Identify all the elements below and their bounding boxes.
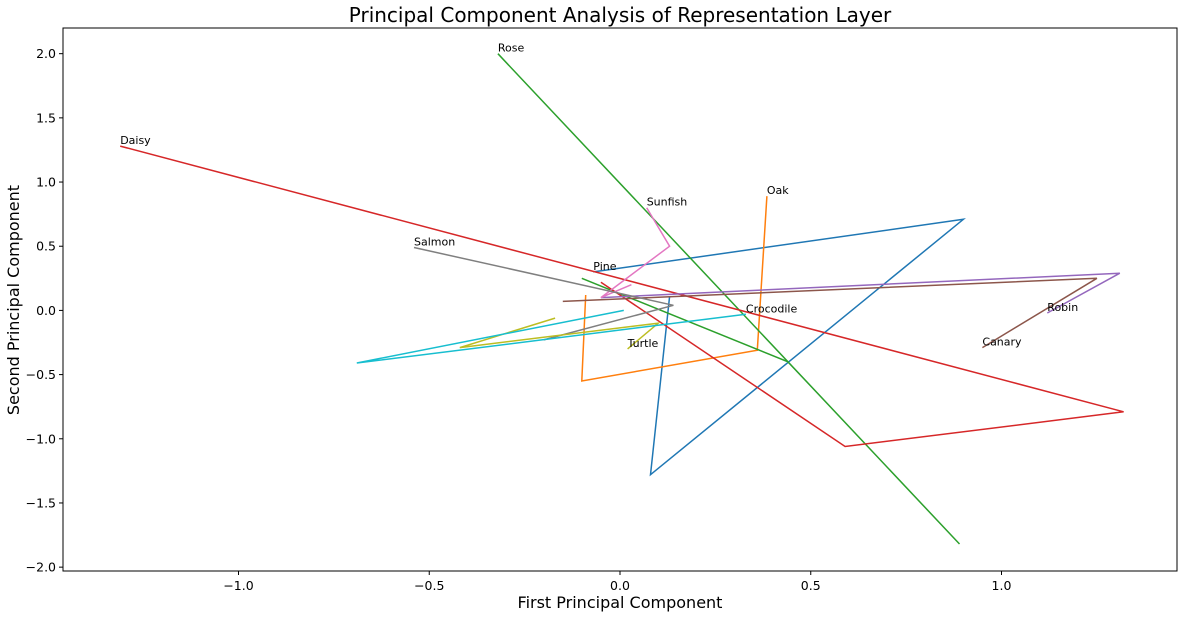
point-label-robin: Robin — [1047, 301, 1078, 314]
y-tick-label: −2.0 — [26, 560, 56, 575]
y-tick-label: −1.5 — [26, 495, 56, 510]
x-tick-label: −0.5 — [414, 578, 444, 593]
series-line-canary — [562, 277, 1098, 349]
series-line-oak — [581, 196, 768, 382]
y-tick-label: 1.0 — [36, 175, 56, 190]
point-label-rose: Rose — [498, 42, 525, 55]
point-label-oak: Oak — [767, 184, 789, 197]
point-label-salmon: Salmon — [414, 236, 455, 249]
y-tick-label: 0.0 — [36, 303, 56, 318]
series-lines — [120, 53, 1124, 545]
series-line-rose — [497, 53, 961, 545]
point-label-turtle: Turtle — [627, 337, 659, 350]
point-labels: Pine Oak Rose Daisy Robin Canary Sunfish Salmon… — [120, 42, 1078, 350]
x-tick-label: 0.0 — [610, 578, 630, 593]
x-tick-label: 0.5 — [801, 578, 821, 593]
y-tick-label: 2.0 — [36, 46, 56, 61]
x-tick-label: 1.0 — [992, 578, 1012, 593]
chart-title: Principal Component Analysis of Represen… — [349, 3, 892, 27]
series-line-crocodile — [356, 309, 746, 364]
point-label-sunfish: Sunfish — [647, 196, 688, 209]
x-tick-label: −1.0 — [223, 578, 253, 593]
y-tick-label: 0.5 — [36, 239, 56, 254]
y-axis-label: Second Principal Component — [4, 185, 23, 415]
series-line-salmon — [413, 246, 674, 341]
point-label-canary: Canary — [982, 336, 1022, 349]
series-line-pine — [593, 218, 966, 477]
x-axis-ticks: −1.0 −0.5 0.0 0.5 1.0 — [223, 571, 1011, 593]
series-line-daisy — [120, 145, 1124, 448]
series-line-sunfish — [600, 207, 671, 299]
point-label-pine: Pine — [593, 260, 616, 273]
x-axis-label: First Principal Component — [518, 593, 723, 612]
y-tick-label: 1.5 — [36, 110, 56, 125]
series-line-robin — [600, 272, 1121, 314]
point-label-crocodile: Crocodile — [746, 302, 798, 315]
y-tick-label: −0.5 — [26, 367, 56, 382]
y-tick-label: −1.0 — [26, 431, 56, 446]
point-label-daisy: Daisy — [120, 134, 151, 147]
y-axis-ticks: −2.0 −1.5 −1.0 −0.5 0.0 0.5 1.0 1.5 2.0 — [26, 46, 63, 575]
